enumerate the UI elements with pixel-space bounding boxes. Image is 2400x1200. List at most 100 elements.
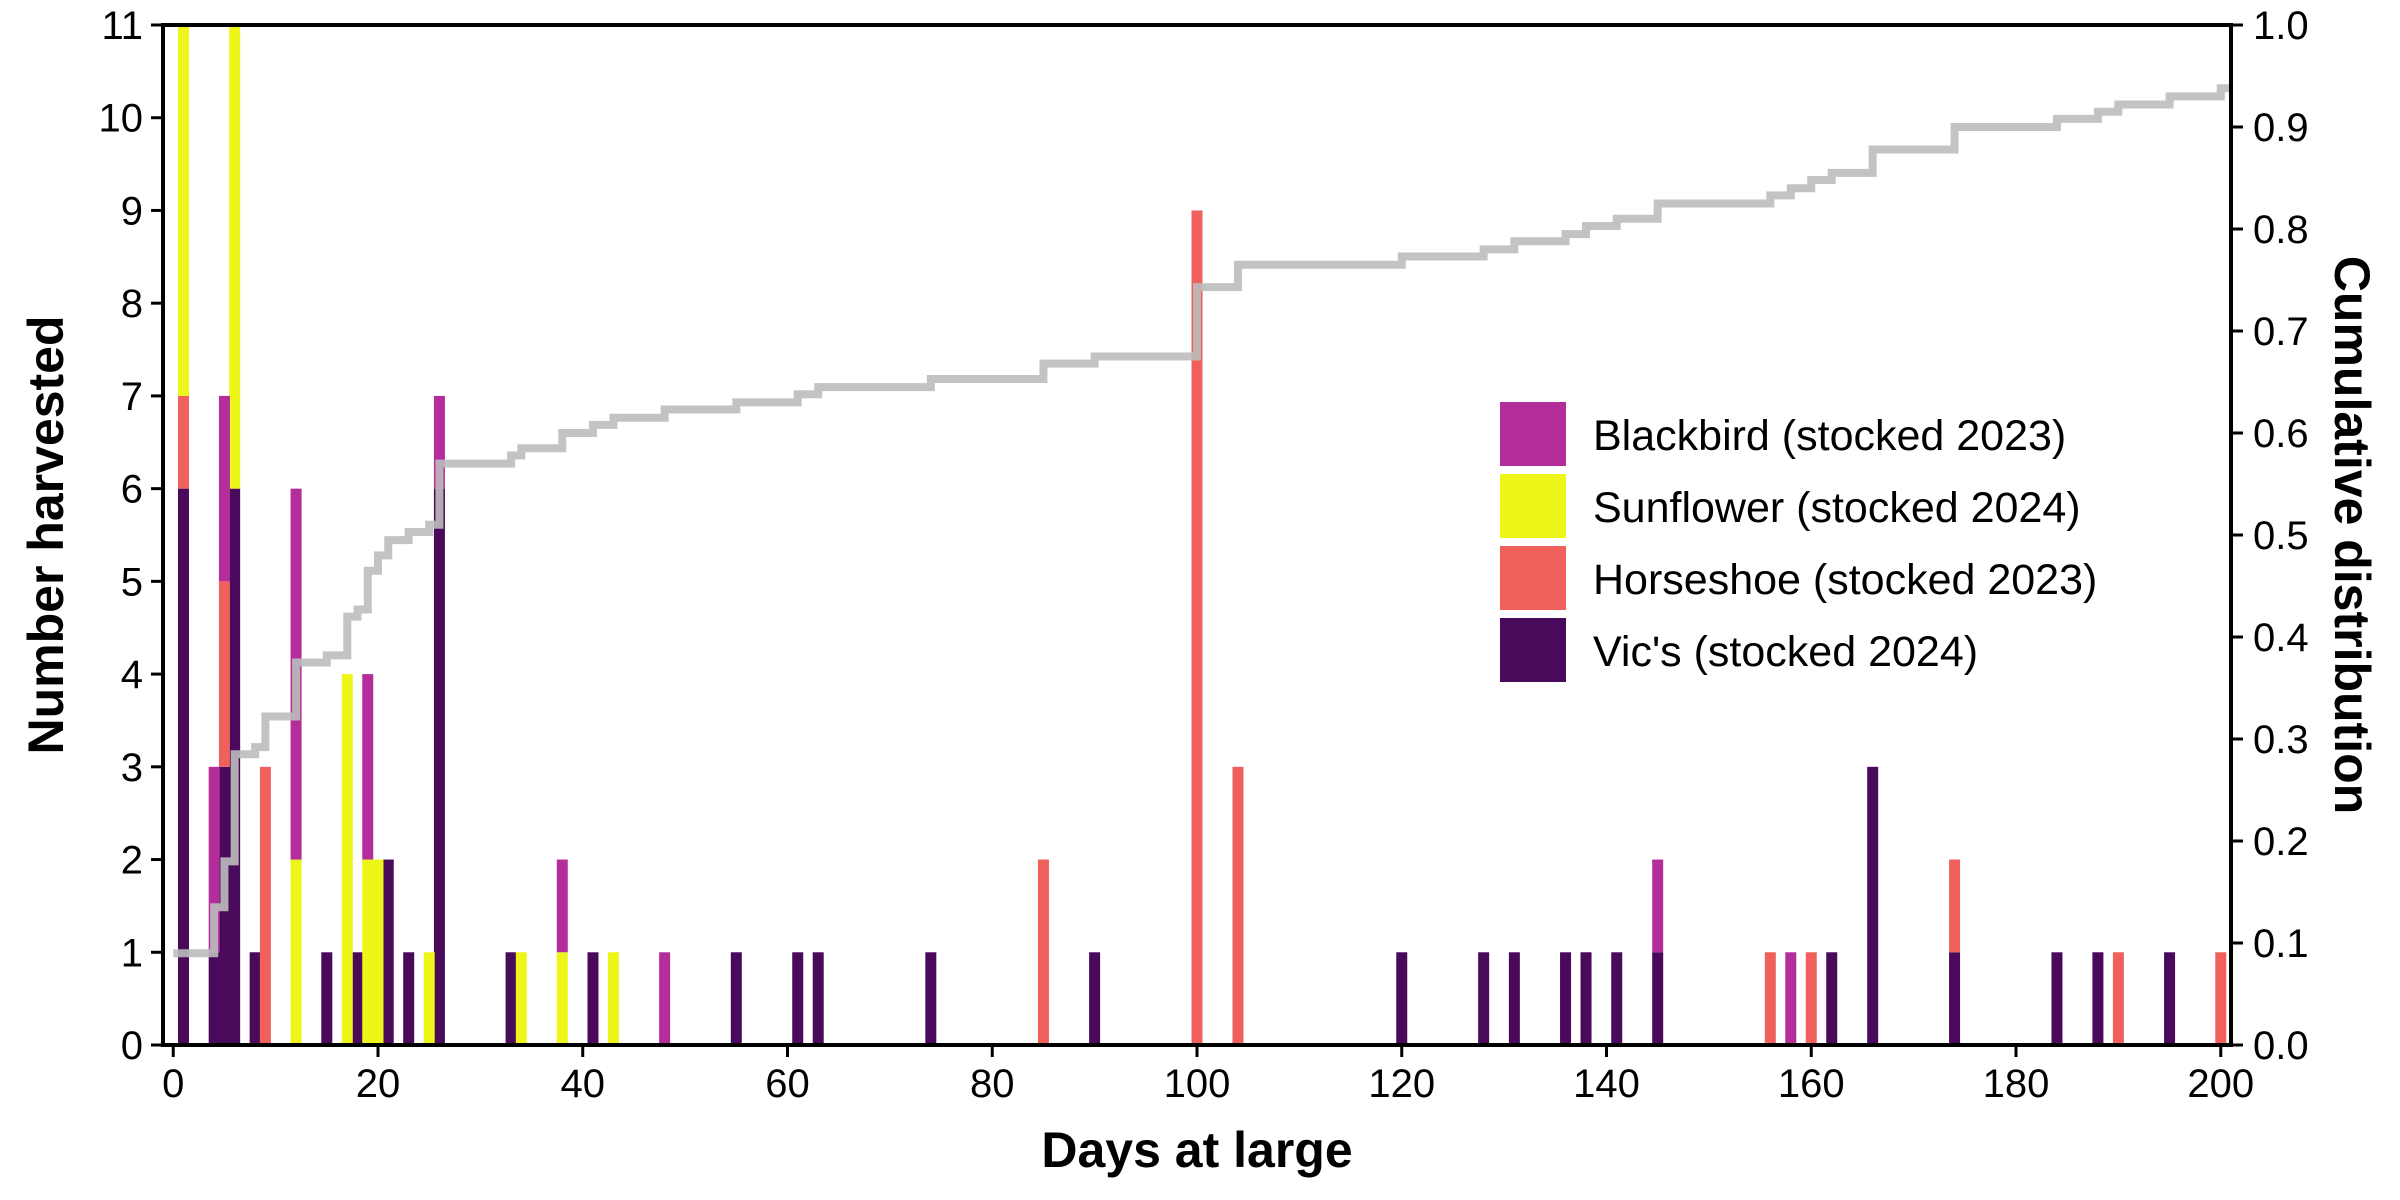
bar-blackbird-day-48 (659, 952, 671, 1045)
bar-horseshoe-day-160 (1805, 952, 1817, 1045)
x-tick-label: 40 (560, 1062, 605, 1106)
bar-horseshoe-day-200 (2215, 952, 2227, 1045)
bar-vics-day-145 (1652, 952, 1664, 1045)
bar-sunflower-day-12 (290, 859, 302, 1045)
bar-vics-day-195 (2164, 952, 2176, 1045)
cumulative-line-layer (173, 84, 2231, 958)
legend-swatch-blackbird (1500, 402, 1566, 466)
y2-tick-label: 0.5 (2253, 514, 2309, 558)
bar-vics-day-128 (1478, 952, 1490, 1045)
y-tick-label: 5 (121, 560, 143, 604)
bar-horseshoe-day-85 (1037, 859, 1049, 1045)
y-axis-left: 0 1 2 3 4 5 6 7 8 9 10 11 (99, 4, 163, 1068)
x-tick-label: 140 (1573, 1062, 1640, 1106)
bar-horseshoe-day-190 (2112, 952, 2124, 1045)
bar-vics-day-141 (1611, 952, 1623, 1045)
bar-vics-day-74 (925, 952, 937, 1045)
legend-label-horseshoe: Horseshoe (stocked 2023) (1593, 556, 2097, 604)
bar-blackbird-day-145 (1652, 859, 1664, 953)
y-tick-label: 1 (121, 931, 143, 975)
y2-tick-label: 0.7 (2253, 310, 2309, 354)
y2-tick-label: 0.6 (2253, 412, 2309, 456)
bar-sunflower-day-1 (177, 25, 189, 396)
cumulative-distribution-line (173, 84, 2231, 958)
bar-sunflower-day-43 (607, 952, 619, 1045)
y-tick-label: 6 (121, 468, 143, 512)
bar-sunflower-day-25 (423, 952, 435, 1045)
bar-vics-day-184 (2051, 952, 2063, 1045)
bar-vics-day-138 (1580, 952, 1592, 1045)
bar-vics-day-8 (249, 952, 261, 1045)
y2-tick-label: 0.1 (2253, 922, 2309, 966)
bar-sunflower-day-17 (341, 674, 353, 1045)
bar-vics-day-15 (321, 952, 333, 1045)
y-tick-label: 9 (121, 189, 143, 233)
y2-tick-label: 0.8 (2253, 208, 2309, 252)
x-tick-label: 120 (1368, 1062, 1435, 1106)
y-tick-label: 2 (121, 839, 143, 883)
bar-blackbird-day-38 (556, 859, 568, 953)
x-tick-label: 200 (2187, 1062, 2254, 1106)
bar-vics-day-188 (2092, 952, 2104, 1045)
y-tick-label: 10 (99, 97, 144, 141)
bar-horseshoe-day-9 (259, 766, 271, 1045)
y-tick-label: 11 (101, 4, 143, 48)
y-tick-label: 8 (121, 282, 143, 326)
legend-swatch-sunflower (1500, 474, 1566, 538)
bar-horseshoe-day-100 (1191, 210, 1203, 1045)
bar-sunflower-day-20 (372, 859, 384, 1045)
y2-tick-label: 0.9 (2253, 106, 2309, 150)
bar-vics-day-174 (1949, 952, 1961, 1045)
legend: Blackbird (stocked 2023) Sunflower (stoc… (1500, 402, 2097, 682)
y2-axis-title: Cumulative distribution (2324, 256, 2380, 814)
bar-vics-day-90 (1089, 952, 1101, 1045)
bar-vics-day-33 (505, 952, 517, 1045)
bar-vics-day-18 (352, 952, 364, 1045)
bar-vics-day-55 (730, 952, 742, 1045)
bar-vics-day-21 (382, 859, 394, 1045)
legend-swatch-horseshoe (1500, 546, 1566, 610)
y-tick-label: 3 (121, 746, 143, 790)
bar-vics-day-162 (1826, 952, 1838, 1045)
bar-horseshoe-day-5 (218, 581, 230, 767)
bar-vics-day-23 (403, 952, 415, 1045)
y-tick-label: 4 (121, 653, 143, 697)
y2-tick-label: 0.0 (2253, 1024, 2309, 1068)
x-tick-label: 180 (1983, 1062, 2050, 1106)
y2-tick-label: 0.2 (2253, 820, 2309, 864)
y2-tick-label: 1.0 (2253, 4, 2309, 48)
bar-vics-day-120 (1396, 952, 1408, 1045)
bar-vics-day-166 (1867, 766, 1879, 1045)
legend-label-sunflower: Sunflower (stocked 2024) (1593, 484, 2081, 532)
bar-blackbird-day-158 (1785, 952, 1797, 1045)
y-tick-label: 0 (121, 1024, 143, 1068)
x-tick-label: 100 (1164, 1062, 1231, 1106)
bar-blackbird-day-4 (208, 766, 220, 953)
bar-horseshoe-day-156 (1764, 952, 1776, 1045)
bar-blackbird-day-26 (433, 395, 445, 489)
bar-horseshoe-day-174 (1949, 859, 1961, 953)
y-axis-title: Number harvested (18, 315, 74, 754)
bar-vics-day-131 (1508, 952, 1520, 1045)
y-axis-right: 0.0 0.1 0.2 0.3 0.4 0.5 0.6 0.7 0.8 0.9 1.0 (2231, 4, 2309, 1068)
bar-vics-day-1 (177, 488, 189, 1045)
bar-vics-day-61 (792, 952, 804, 1045)
x-tick-label: 20 (356, 1062, 401, 1106)
x-tick-label: 160 (1778, 1062, 1845, 1106)
x-tick-label: 80 (970, 1062, 1015, 1106)
y-tick-label: 7 (121, 375, 143, 419)
bar-horseshoe-day-1 (177, 395, 189, 489)
bar-sunflower-day-34 (515, 952, 527, 1045)
legend-label-vics: Vic's (stocked 2024) (1593, 628, 1978, 676)
bar-vics-day-4 (208, 952, 220, 1045)
x-tick-label: 0 (162, 1062, 184, 1106)
legend-label-blackbird: Blackbird (stocked 2023) (1593, 412, 2066, 460)
x-axis-title: Days at large (1041, 1122, 1352, 1178)
legend-swatch-vics (1500, 618, 1566, 682)
bar-vics-day-41 (587, 952, 599, 1045)
bar-blackbird-day-5 (218, 395, 230, 582)
y2-tick-label: 0.3 (2253, 718, 2309, 762)
bar-vics-day-63 (812, 952, 824, 1045)
x-tick-label: 60 (765, 1062, 810, 1106)
